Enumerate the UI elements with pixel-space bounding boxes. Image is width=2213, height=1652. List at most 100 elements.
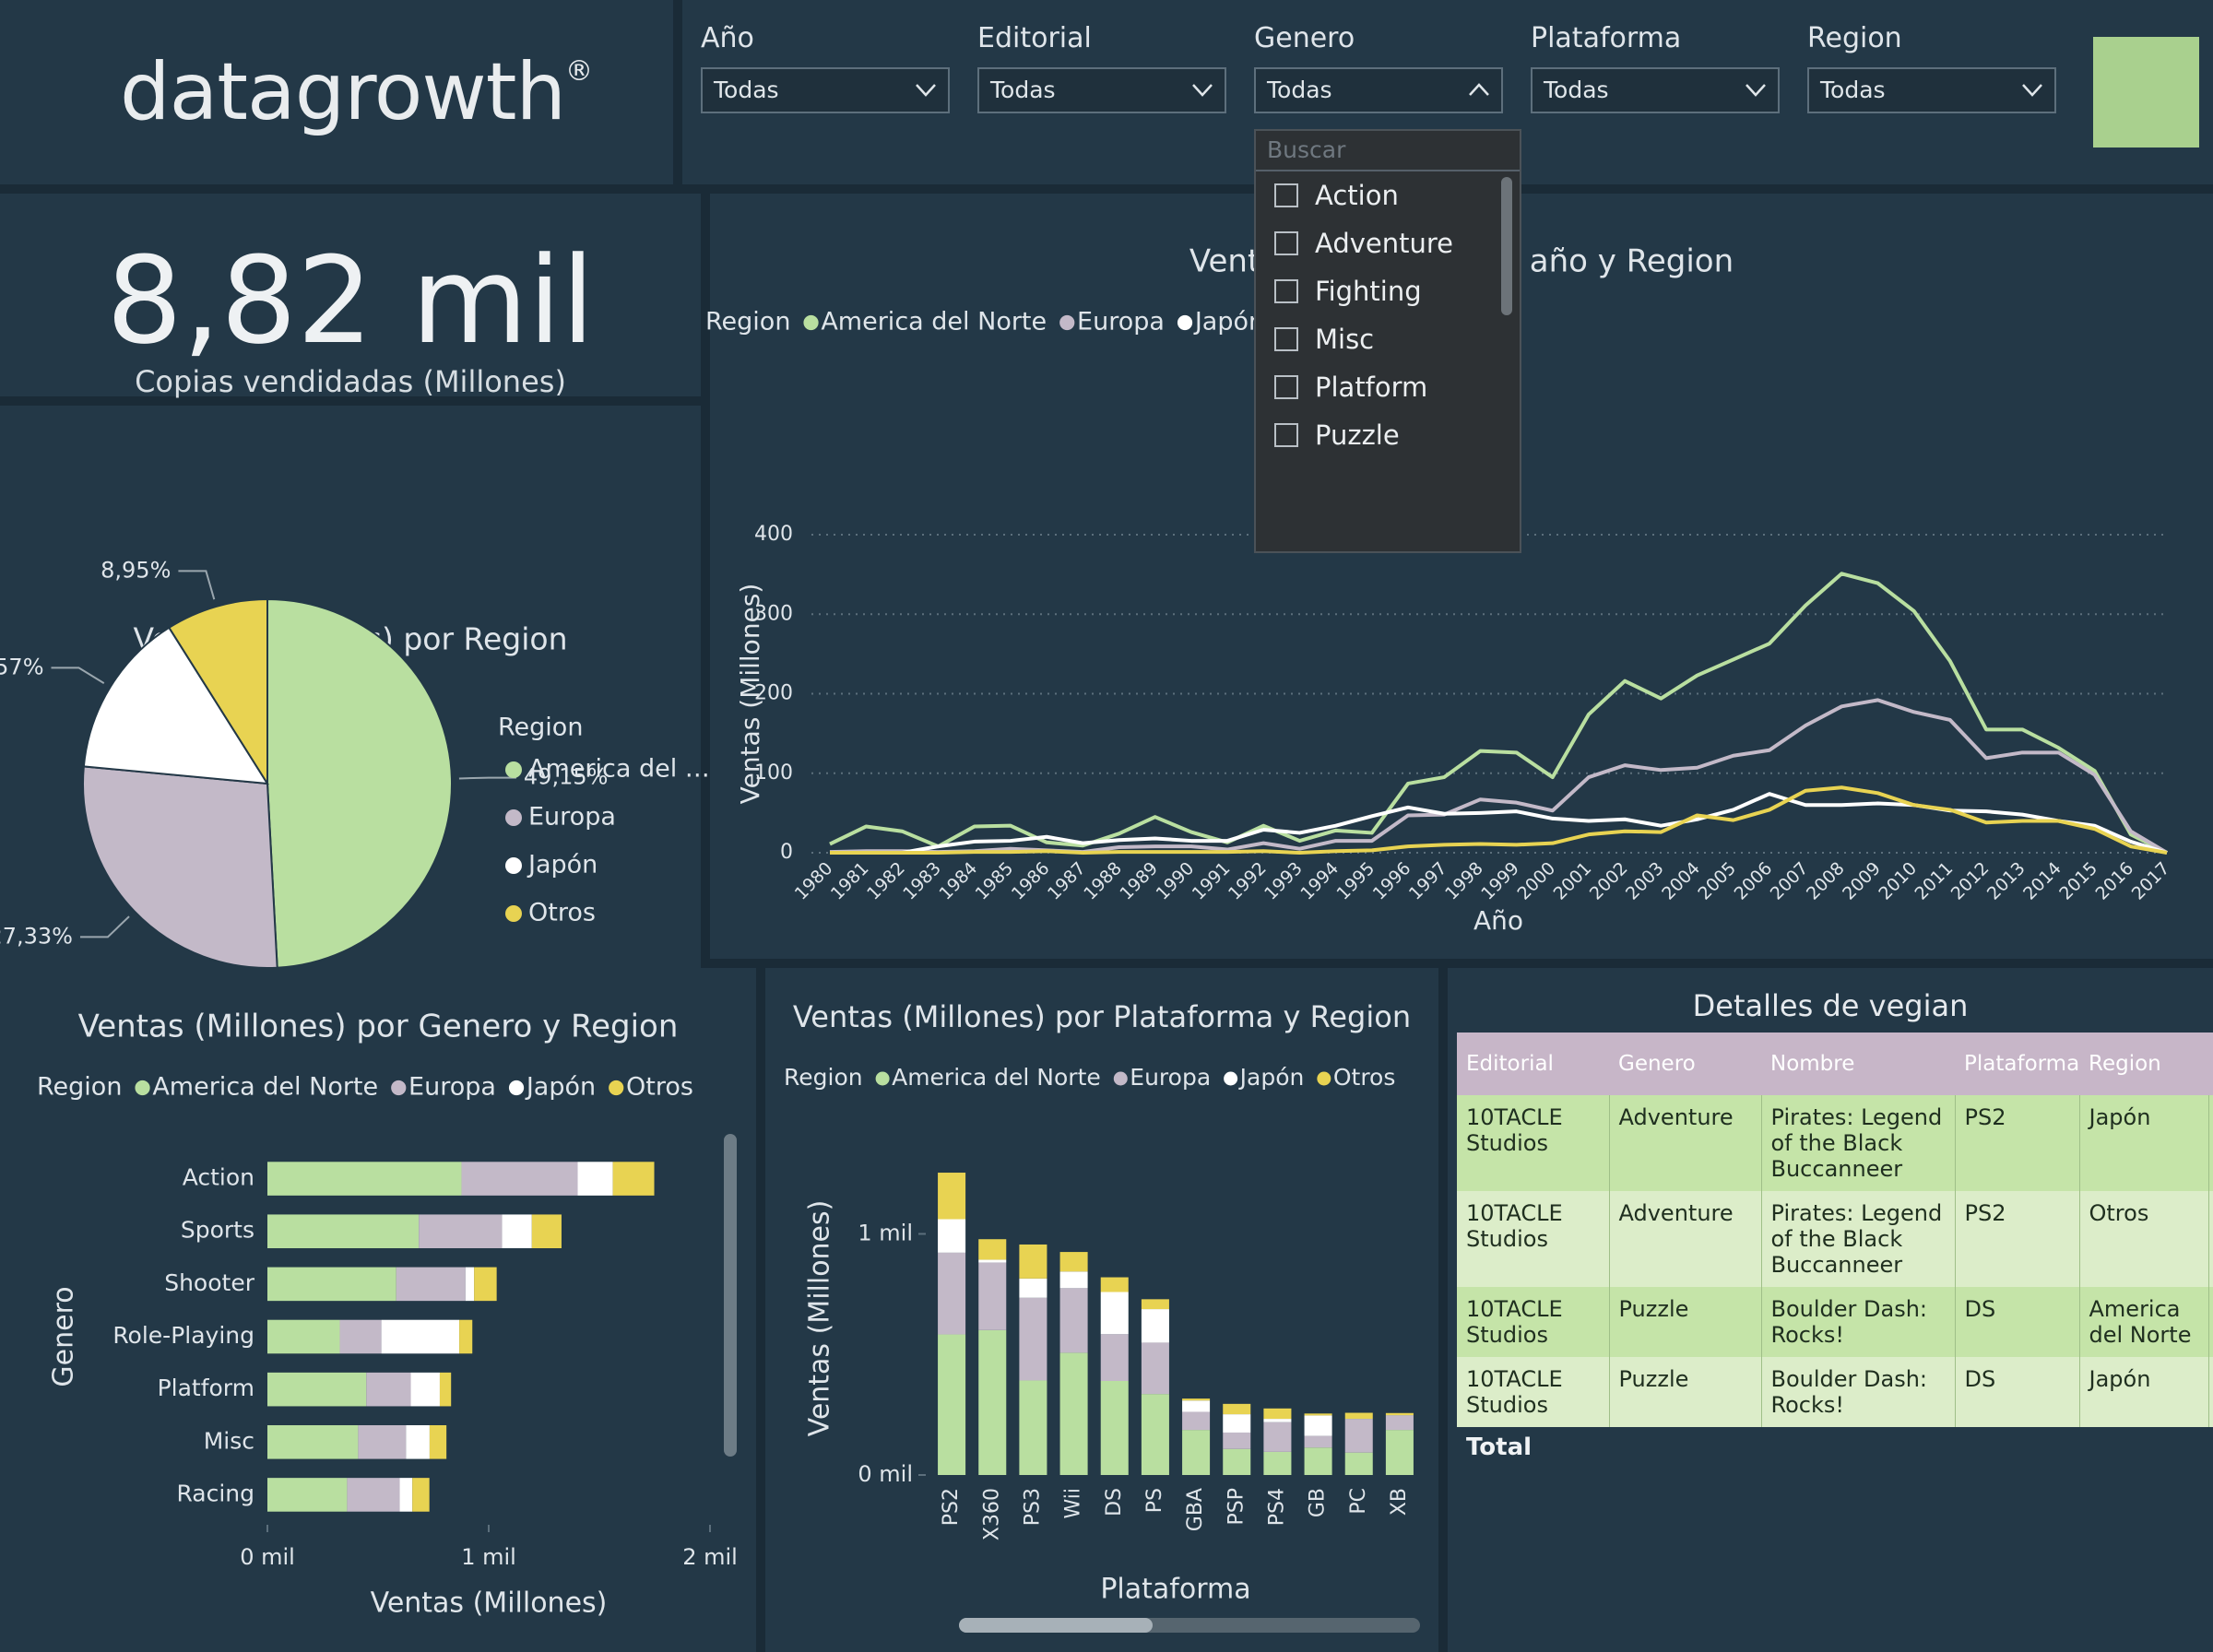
y-tick-label: 200 [754, 682, 793, 705]
legend-swatch [391, 1080, 407, 1096]
filter[interactable]: Plataforma Todas [1531, 22, 1780, 113]
x-tick-label: 2005 [1694, 858, 1740, 904]
chevron-path [1746, 84, 1766, 97]
pie-slice [167, 597, 268, 787]
y-axis-label: Ventas (Millones) [735, 584, 765, 805]
bar-segment [1304, 1435, 1332, 1448]
dropdown-item[interactable]: Misc [1256, 315, 1520, 363]
bar-segment [1385, 1412, 1414, 1416]
item-label: Fighting [1315, 276, 1422, 307]
table-cell: Boulder Dash: Rocks! [1761, 1287, 1956, 1357]
bar-segment [1344, 1452, 1373, 1475]
x-tick-label: 1988 [1080, 858, 1126, 904]
legend-swatch [803, 314, 819, 331]
bar-segment [429, 1425, 447, 1459]
chevron-path [1192, 84, 1213, 97]
chevron [916, 84, 936, 97]
filter[interactable]: Region Todas [1807, 22, 2056, 113]
dropdown-item[interactable]: Adventure [1256, 219, 1520, 267]
checkbox[interactable] [1274, 423, 1298, 447]
table-cell: Japón [2079, 1095, 2209, 1191]
filter-value: Todas [1544, 77, 1609, 103]
filter[interactable]: Genero Todas [1254, 22, 1503, 113]
legend-label: Japón [527, 851, 598, 879]
dropdown-item[interactable]: Platform [1256, 363, 1520, 411]
x-tick-label: 2013 [1983, 858, 2030, 904]
legend-label: Japón [525, 1073, 596, 1102]
table-row: 10TACLE Studios Puzzle Boulder Dash: Rocks… [1457, 1357, 2213, 1427]
legend-label: Otros [626, 1073, 693, 1102]
table-cell: Otros [2079, 1191, 2209, 1287]
checkbox[interactable] [1274, 231, 1298, 255]
filter-select[interactable]: Todas [1254, 67, 1503, 113]
x-tick-label: PS2 [940, 1488, 963, 1526]
chevron [1746, 84, 1766, 97]
table-title: Detalles de vegian [1692, 988, 1969, 1023]
legend-swatch [1113, 1071, 1128, 1086]
x-tick-label: DS [1103, 1488, 1126, 1516]
chevron-path [2022, 84, 2042, 97]
table-cell: 10TACLE Studios [1457, 1095, 1610, 1191]
data-label: 49,15% [524, 764, 609, 790]
bar-segment [938, 1173, 966, 1220]
table-cell: Puzzle [1609, 1357, 1762, 1427]
checkbox[interactable] [1274, 327, 1298, 351]
x-tick-label: PS3 [1021, 1488, 1044, 1526]
bar-segment [612, 1162, 655, 1196]
bar-segment [1141, 1299, 1169, 1310]
data-label: 14,57% [0, 654, 43, 679]
logo: datagrowth® [120, 46, 593, 138]
checkbox[interactable] [1274, 279, 1298, 303]
pie-slice [82, 765, 278, 969]
pie-slice [266, 597, 453, 969]
checkbox[interactable] [1274, 375, 1298, 399]
bar-segment [1141, 1309, 1169, 1343]
dropdown-item[interactable]: Fighting [1256, 267, 1520, 315]
scrollbar[interactable] [1501, 177, 1512, 315]
x-tick-label: 2011 [1911, 858, 1958, 904]
bar-segment [1344, 1412, 1373, 1420]
bar-segment [1019, 1297, 1047, 1381]
bar-segment [459, 1319, 473, 1354]
filter[interactable]: Editorial Todas [977, 22, 1226, 113]
table-cell: Puzzle [1609, 1287, 1762, 1357]
apply-button[interactable] [2093, 37, 2199, 148]
y-tick-label: Sports [181, 1217, 254, 1244]
bar-segment [577, 1162, 613, 1196]
filter[interactable]: Año Todas [701, 22, 950, 113]
bar-segment [938, 1252, 966, 1335]
x-tick-label: 1998 [1441, 858, 1487, 904]
checkbox[interactable] [1274, 183, 1298, 207]
item-label: Misc [1315, 324, 1375, 355]
bar-segment [419, 1214, 503, 1248]
x-tick-label: 1991 [1189, 858, 1235, 904]
x-tick-label: 1989 [1116, 858, 1162, 904]
table-cell: Pirates: Legend of the Black Buccanneer [1761, 1191, 1956, 1287]
x-tick-label: PC [1347, 1488, 1370, 1515]
table-cell [2208, 1287, 2213, 1357]
y-tick-label: 0 mil [858, 1461, 913, 1487]
dropdown-item[interactable]: Puzzle [1256, 411, 1520, 459]
y-tick-label: Racing [176, 1480, 254, 1506]
filter-select[interactable]: Todas [977, 67, 1226, 113]
genre-dropdown[interactable]: Buscar Action Adventure Fighting Misc Platfo… [1254, 129, 1521, 553]
table-total: Total [1466, 1434, 1533, 1461]
filter-label: Año [701, 22, 754, 54]
x-tick-label: 2017 [2128, 858, 2174, 904]
bar-segment [1019, 1278, 1047, 1298]
x-tick-label: 1993 [1260, 858, 1307, 904]
filter-select[interactable]: Todas [1807, 67, 2056, 113]
legend-title: Region [705, 308, 790, 336]
filter-select[interactable]: Todas [1531, 67, 1780, 113]
x-axis-label: Plataforma [1100, 1574, 1250, 1606]
x-tick-label: 2014 [2019, 858, 2065, 904]
search-box[interactable]: Buscar [1256, 131, 1520, 171]
legend-label: Europa [528, 803, 616, 832]
bar-segment [1182, 1411, 1211, 1431]
item-label: Platform [1315, 372, 1428, 403]
filter-select[interactable]: Todas [701, 67, 950, 113]
kpi-value: 8,82 mil [106, 230, 595, 371]
dropdown-item[interactable]: Action [1256, 171, 1520, 219]
